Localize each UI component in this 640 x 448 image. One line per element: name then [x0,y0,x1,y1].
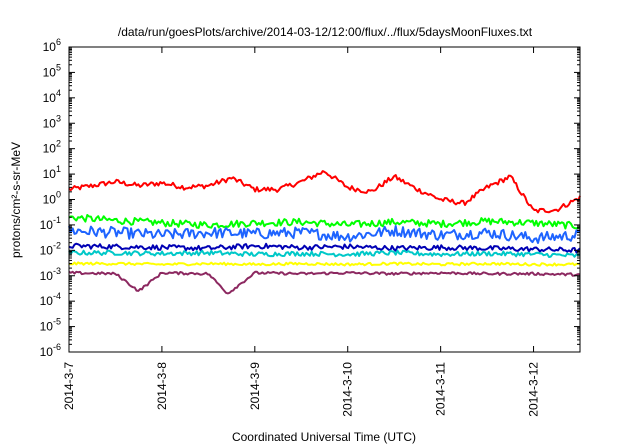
y-tick-label: 104 [43,88,61,105]
x-tick-label: 2014-3-12 [527,362,541,417]
y-tick-label: 10-1 [40,215,61,232]
series-line [68,242,581,254]
series-line [68,249,581,258]
series-line [68,214,581,230]
x-tick-label: 2014-3-11 [434,362,448,416]
y-tick-label: 10-4 [40,291,61,308]
chart-title: /data/run/goesPlots/archive/2014-03-12/1… [118,25,533,39]
y-axis-label: protons/cm²-s-sr-MeV [9,142,23,258]
series-line [68,261,581,267]
y-tick-label: 100 [43,190,61,207]
series-line [68,170,581,214]
x-axis: 2014-3-7 2014-3-8 2014-3-9 2014-3-10 2014-3-… [62,47,541,417]
series-line [68,225,581,244]
series-line [68,270,581,295]
y-tick-label: 10-2 [40,240,61,257]
x-tick-label: 2014-3-7 [62,362,76,410]
y-tick-label: 105 [43,62,61,79]
y-tick-label: 10-3 [40,266,61,283]
y-tick-label: 101 [43,164,61,181]
y-tick-label: 106 [43,37,61,54]
x-tick-label: 2014-3-10 [341,362,355,417]
x-axis-label: Coordinated Universal Time (UTC) [232,430,416,444]
y-axis: 10-6 10-5 10-4 10-3 10-2 10-1 100 101 102 103 104 1… [40,37,580,359]
plot-frame [68,46,581,353]
y-tick-label: 10-5 [40,317,61,334]
y-tick-label: 10-6 [40,342,61,359]
x-tick-label: 2014-3-8 [155,362,169,410]
x-tick-label: 2014-3-9 [248,362,262,410]
y-tick-label: 102 [43,139,61,156]
y-tick-label: 103 [43,113,61,130]
plot-lines [68,170,581,295]
